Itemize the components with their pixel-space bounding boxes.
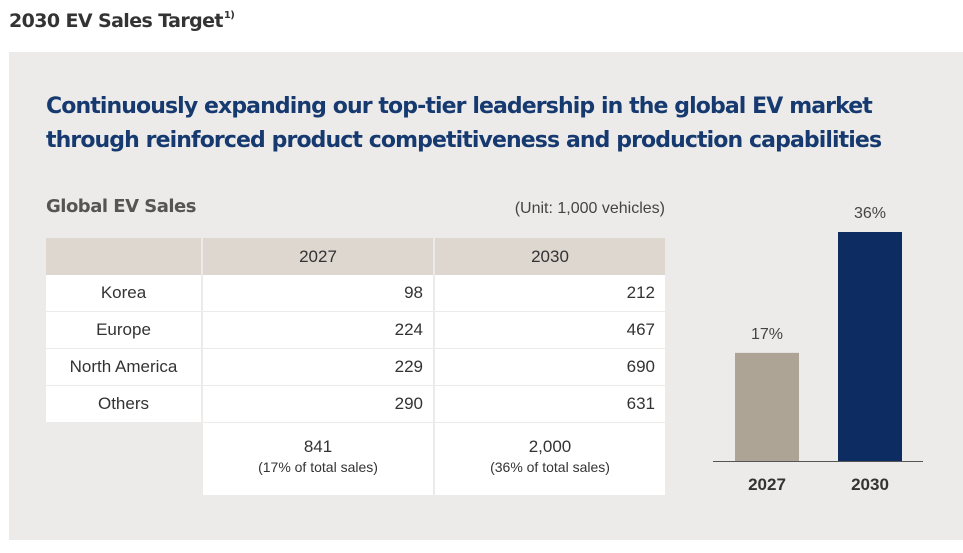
x-tick-label-2030: 2030: [851, 475, 889, 494]
page-title-text: 2030 EV Sales Target: [9, 10, 224, 32]
cell-europe-2027: 224: [201, 311, 434, 349]
data-label-2027: 17%: [751, 326, 783, 343]
ev-sales-table: 2027 2030 Korea 98 212 Europe 224 467 No…: [46, 238, 665, 495]
headline-line-1: Continuously expanding our top-tier lead…: [46, 94, 873, 119]
table-row: Others 290 631: [46, 385, 665, 423]
cell-others-2027: 290: [201, 385, 434, 423]
total-2027: 841 (17% of total sales): [201, 422, 434, 495]
page-title: 2030 EV Sales Target1): [9, 10, 235, 32]
headline: Continuously expanding our top-tier lead…: [46, 90, 916, 158]
cell-north-america-2030: 690: [433, 348, 665, 386]
total-2027-value: 841: [303, 437, 333, 456]
total-2030-value: 2,000: [528, 437, 572, 456]
table-row: North America 229 690: [46, 348, 665, 386]
cell-others-2030: 631: [433, 385, 665, 423]
page-title-footnote: 1): [223, 10, 235, 21]
cell-korea-2027: 98: [201, 275, 434, 312]
unit-note: (Unit: 1,000 vehicles): [514, 200, 665, 217]
table-header-row: 2027 2030: [46, 238, 665, 275]
content-panel: Continuously expanding our top-tier lead…: [9, 52, 963, 540]
table-row: Europe 224 467: [46, 311, 665, 349]
total-row-blank: [46, 422, 202, 495]
bar-2027: [735, 352, 799, 461]
ev-share-bar-chart: 17% 2027 36% 2030: [699, 192, 939, 512]
row-region-north-america: North America: [46, 348, 202, 386]
data-label-2030: 36%: [854, 205, 886, 222]
total-2030: 2,000 (36% of total sales): [433, 422, 665, 495]
cell-korea-2030: 212: [433, 275, 665, 312]
bar-chart-svg: 17% 2027 36% 2030: [713, 205, 923, 494]
cell-europe-2030: 467: [433, 311, 665, 349]
table-header-blank: [46, 238, 202, 275]
table-header-2030: 2030: [433, 238, 665, 275]
row-region-korea: Korea: [46, 275, 202, 312]
table-row: Korea 98 212: [46, 275, 665, 312]
table-header-2027: 2027: [201, 238, 434, 275]
row-region-europe: Europe: [46, 311, 202, 349]
table-total-row: 841 (17% of total sales) 2,000 (36% of t…: [46, 422, 665, 495]
row-region-others: Others: [46, 385, 202, 423]
x-tick-label-2027: 2027: [748, 475, 786, 494]
table-title: Global EV Sales: [46, 196, 196, 217]
total-2027-share: (17% of total sales): [258, 459, 378, 475]
headline-line-2: through reinforced product competitivene…: [46, 128, 882, 153]
total-2030-share: (36% of total sales): [490, 459, 610, 475]
cell-north-america-2027: 229: [201, 348, 434, 386]
bar-2030: [838, 232, 902, 461]
